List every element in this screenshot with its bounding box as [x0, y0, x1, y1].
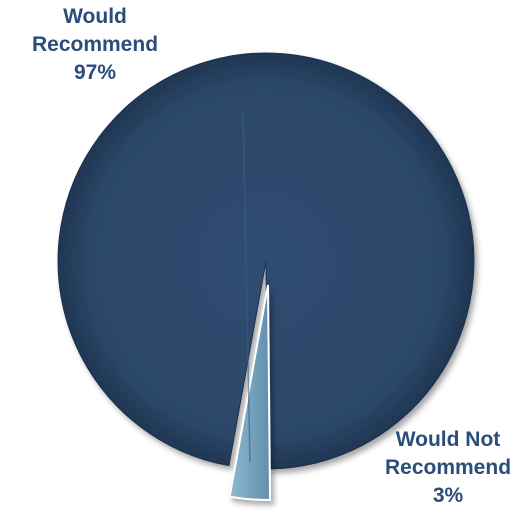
pie-slice-would-not-recommend [228, 284, 272, 501]
slice-label-would-recommend: Would Recommend 97% [15, 3, 175, 87]
slice-label-line: Recommend [384, 456, 512, 479]
slice-label-line: Recommend [31, 33, 159, 56]
slice-percent-label: 97% [73, 61, 117, 84]
slice-label-line: Would [63, 5, 127, 28]
slice-label-line: Would Not [395, 428, 501, 451]
slice-label-would-not-recommend: Would Not Recommend 3% [372, 426, 524, 510]
pie-slice-would-recommend [57, 52, 475, 470]
slice-edge-highlight [242, 109, 251, 463]
slice-percent-label: 3% [432, 484, 464, 507]
